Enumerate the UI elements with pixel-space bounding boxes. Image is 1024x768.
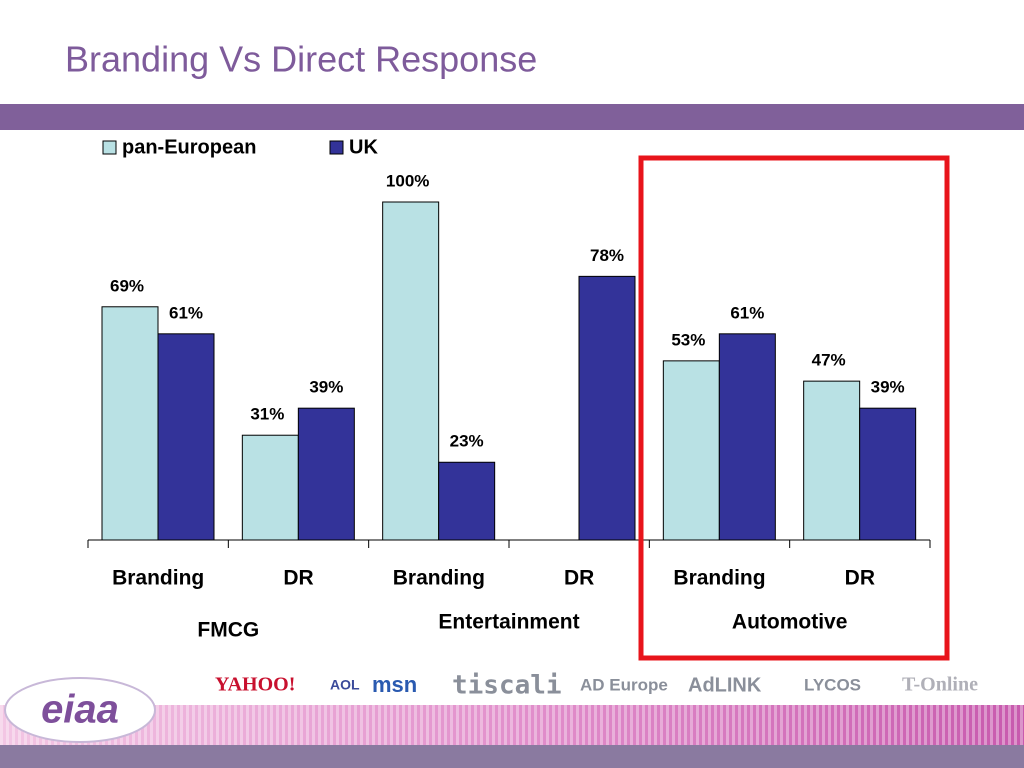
data-label: 53%	[671, 330, 705, 349]
bar	[297, 407, 355, 541]
bar	[578, 275, 636, 541]
group-label: FMCG	[197, 619, 259, 642]
group-label: Automotive	[732, 611, 848, 634]
data-label: 31%	[250, 405, 284, 424]
partner-logo: msn	[372, 672, 417, 697]
bar	[157, 333, 215, 541]
x-tick-label: DR	[283, 567, 313, 590]
legend-label: UK	[349, 136, 378, 158]
bar	[101, 306, 159, 541]
x-tick-label: DR	[845, 567, 875, 590]
legend-swatch	[102, 140, 117, 155]
data-label: 61%	[730, 303, 764, 322]
x-tick-label: Branding	[393, 567, 485, 590]
legend-swatch	[329, 140, 344, 155]
data-label: 100%	[386, 171, 429, 190]
legend-label: pan-European	[122, 136, 256, 158]
data-label: 61%	[169, 303, 203, 322]
x-tick-label: Branding	[673, 567, 765, 590]
group-label: Entertainment	[438, 611, 579, 634]
partner-logo: AD Europe	[580, 675, 668, 694]
partner-logo: AOL	[330, 677, 360, 693]
footer: eiaa	[0, 677, 1024, 768]
bar	[438, 461, 496, 541]
highlight-box	[638, 155, 950, 661]
data-label: 23%	[450, 432, 484, 451]
partner-logo: tiscali	[452, 671, 562, 701]
bar	[662, 360, 720, 541]
data-label: 39%	[309, 378, 343, 397]
partner-logo: AdLINK	[688, 674, 762, 696]
bar	[859, 407, 917, 541]
partner-logo: YAHOO!	[215, 674, 295, 696]
bar	[241, 434, 299, 541]
data-label: 39%	[871, 378, 905, 397]
slide-title: Branding Vs Direct Response	[65, 39, 537, 80]
data-label: 78%	[590, 246, 624, 265]
x-tick-label: DR	[564, 567, 594, 590]
bar	[718, 333, 776, 541]
bar	[803, 380, 861, 541]
partner-logo: T-Online	[902, 674, 978, 696]
brand-logo: eiaa	[41, 688, 119, 732]
data-label: 69%	[110, 276, 144, 295]
x-tick-label: Branding	[112, 567, 204, 590]
header-band	[0, 104, 1024, 130]
partner-logo: LYCOS	[804, 675, 861, 694]
bar	[382, 201, 440, 541]
data-label: 47%	[812, 351, 846, 370]
